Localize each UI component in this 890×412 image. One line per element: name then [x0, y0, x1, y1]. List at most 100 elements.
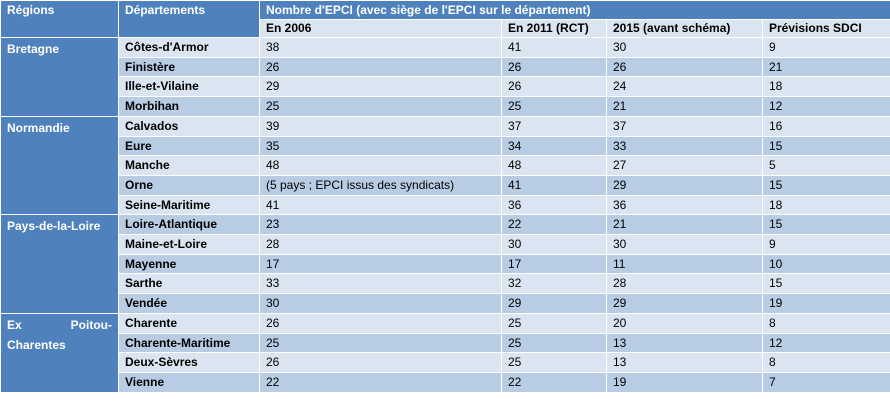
value-cell: 13: [606, 352, 763, 373]
value-cell: 29: [501, 293, 607, 314]
value-cell: 30: [501, 234, 607, 255]
table-header: Régions Départements Nombre d'EPCI (avec…: [0, 0, 890, 38]
value-cell: 15: [761, 214, 890, 236]
value-cell: 41: [259, 194, 502, 216]
value-cell: 25: [501, 332, 607, 354]
value-cell: 26: [501, 76, 607, 98]
header-cell: Départements: [118, 0, 260, 38]
value-cell: 18: [761, 76, 890, 98]
value-cell: 26: [606, 56, 763, 78]
department-cell: Morbihan: [118, 96, 260, 117]
value-cell: 30: [259, 293, 502, 314]
value-cell: 10: [761, 253, 890, 275]
value-cell: 15: [761, 174, 890, 196]
value-cell: 17: [501, 253, 607, 275]
value-cell: 22: [501, 214, 607, 236]
department-cell: Côtes-d'Armor: [118, 37, 260, 58]
value-cell: 23: [259, 214, 502, 236]
value-cell: 25: [501, 312, 607, 334]
data-row: Maine-et-Loire 28 30 30 9: [1, 234, 890, 255]
value-cell: 37: [501, 115, 607, 137]
department-cell: Sarthe: [118, 273, 260, 295]
value-cell: 25: [259, 332, 502, 354]
data-row: Charente-Maritime 25 25 13 12: [1, 332, 890, 354]
value-cell: 48: [501, 155, 607, 176]
value-cell: 13: [606, 332, 763, 354]
data-row: Morbihan 25 25 21 12: [1, 96, 890, 117]
value-cell: 20: [606, 312, 763, 334]
column-header: En 2011 (RCT): [501, 19, 607, 38]
value-cell: 22: [259, 371, 502, 393]
header-row: En 2006 En 2011 (RCT) 2015 (avant schéma) P…: [1, 19, 890, 38]
region-cell: Pays-de-la-Loire: [0, 214, 119, 314]
value-cell: 41: [501, 174, 607, 196]
header-cell: Régions: [0, 0, 119, 38]
data-row: Vendée 30 29 29 19: [1, 293, 890, 314]
department-cell: Vendée: [118, 293, 260, 314]
value-cell: 38: [259, 37, 502, 58]
header-cell: Nombre d'EPCI (avec siège de l'EPCI sur …: [258, 0, 890, 20]
value-cell: 33: [259, 273, 502, 295]
value-cell: 34: [501, 135, 607, 157]
value-cell: 8: [761, 352, 890, 373]
value-cell: 25: [501, 96, 607, 117]
value-cell: 9: [761, 37, 890, 58]
department-cell: Deux-Sèvres: [118, 352, 260, 373]
value-cell: 33: [606, 135, 763, 157]
data-row: Orne (5 pays ; EPCI issus des syndicats) 4…: [1, 174, 890, 196]
value-cell: 26: [259, 352, 502, 373]
value-cell: 18: [761, 194, 890, 216]
value-cell: 26: [259, 312, 502, 334]
department-cell: Finistère: [118, 56, 260, 78]
value-cell: 16: [761, 115, 890, 137]
department-cell: Calvados: [118, 115, 260, 137]
value-cell: 39: [259, 115, 502, 137]
value-cell: 7: [761, 371, 890, 393]
value-cell: 36: [606, 194, 763, 216]
value-cell: 35: [259, 135, 502, 157]
value-cell: 30: [606, 234, 763, 255]
value-cell: 26: [501, 56, 607, 78]
region-cell: Bretagne: [0, 37, 119, 117]
value-cell: 12: [761, 96, 890, 117]
value-cell: 32: [501, 273, 607, 295]
data-row: Mayenne 17 17 11 10: [1, 253, 890, 275]
value-cell: 29: [606, 293, 763, 314]
data-row: Sarthe 33 32 28 15: [1, 273, 890, 295]
value-cell: 11: [606, 253, 763, 275]
value-cell: 9: [761, 234, 890, 255]
value-cell: 5: [761, 155, 890, 176]
column-header: En 2006: [259, 19, 502, 38]
value-cell: 19: [761, 293, 890, 314]
column-header: Prévisions SDCI: [761, 19, 890, 38]
value-cell: 25: [259, 96, 502, 117]
data-row: Seine-Maritime 41 36 36 18: [1, 194, 890, 216]
value-cell: 21: [606, 214, 763, 236]
department-cell: Maine-et-Loire: [118, 234, 260, 255]
value-cell: 12: [761, 332, 890, 354]
header-row: Régions Départements Nombre d'EPCI (avec…: [0, 0, 890, 38]
value-cell: 28: [259, 234, 502, 255]
data-row: Vienne 22 22 19 7: [1, 371, 890, 393]
value-cell: 21: [761, 56, 890, 78]
value-cell: 19: [606, 371, 763, 393]
value-cell: (5 pays ; EPCI issus des syndicats): [259, 174, 502, 196]
value-cell: 36: [501, 194, 607, 216]
column-header: 2015 (avant schéma): [606, 19, 763, 38]
value-cell: 37: [606, 115, 763, 137]
department-cell: Loire-Atlantique: [118, 214, 260, 236]
value-cell: 28: [606, 273, 763, 295]
data-row: Manche 48 48 27 5: [1, 155, 890, 176]
value-cell: 29: [259, 76, 502, 98]
value-cell: 8: [761, 312, 890, 334]
department-cell: Mayenne: [118, 253, 260, 275]
department-cell: Seine-Maritime: [118, 194, 260, 216]
value-cell: 15: [761, 135, 890, 157]
data-row: Bretagne Côtes-d'Armor 38 41 30 9: [0, 37, 890, 117]
table-body: Bretagne Côtes-d'Armor 38 41 30 9 Finistère 26 2…: [0, 37, 890, 393]
data-row: Ex Poitou-Charentes Charente 26 25 20 8: [0, 312, 890, 393]
value-cell: 26: [259, 56, 502, 78]
value-cell: 48: [259, 155, 502, 176]
value-cell: 15: [761, 273, 890, 295]
